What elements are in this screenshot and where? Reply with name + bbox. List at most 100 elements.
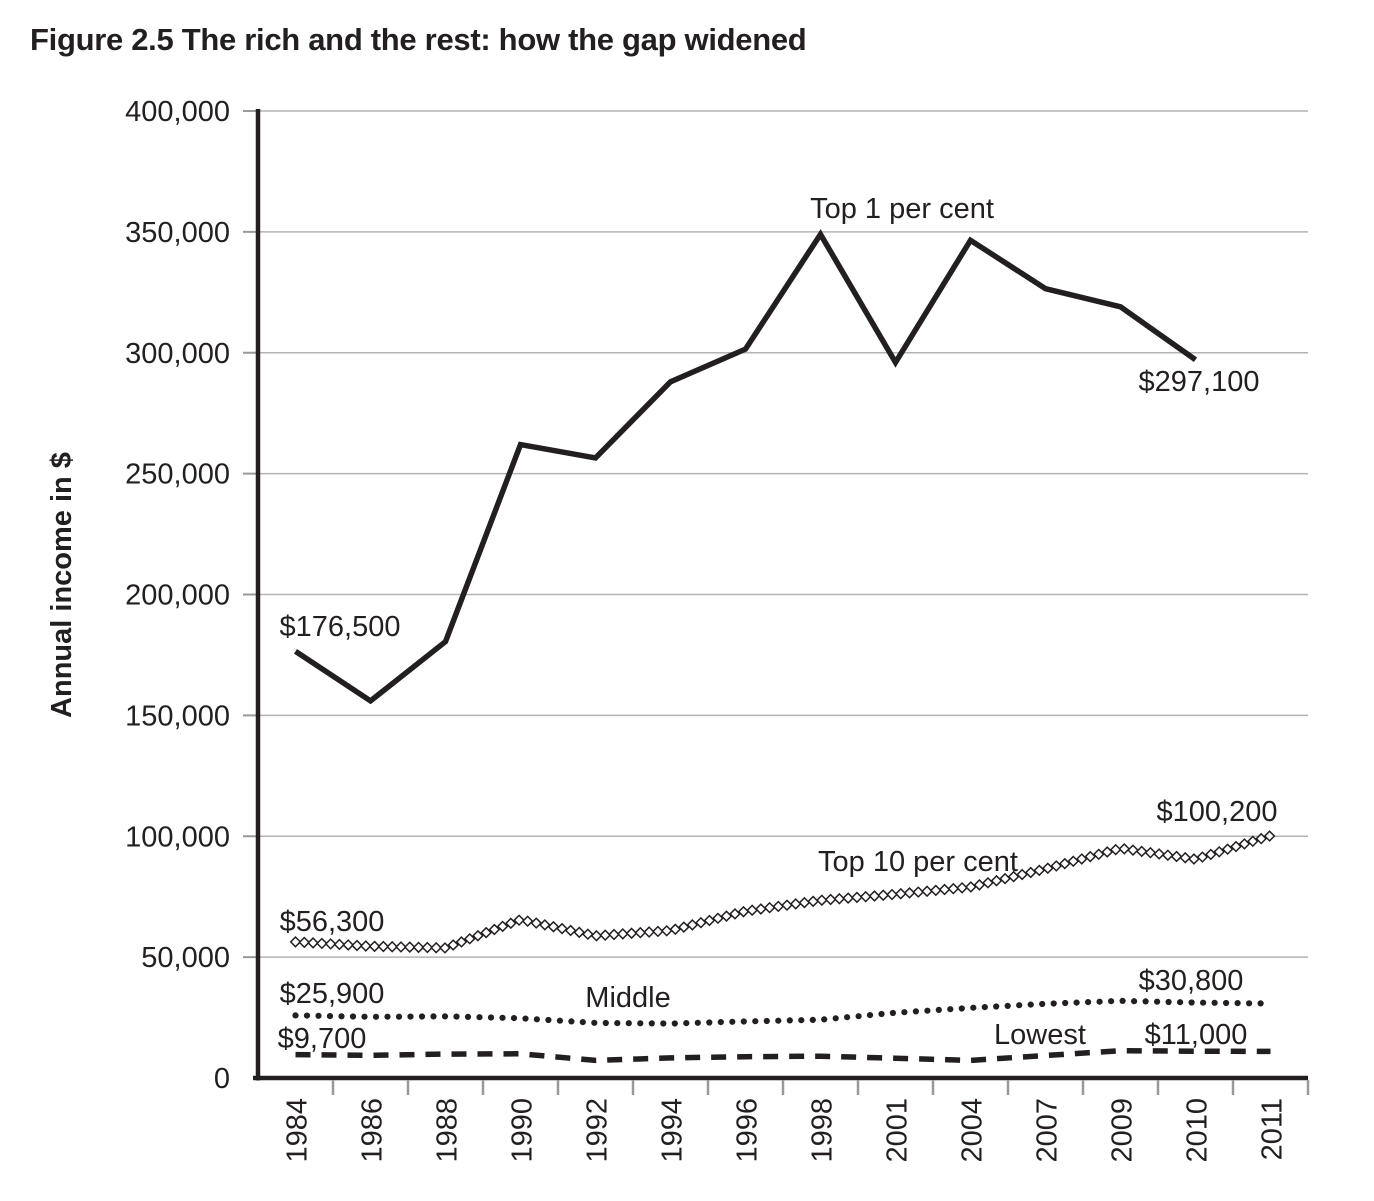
dot-marker xyxy=(338,1013,345,1020)
dot-marker xyxy=(924,1007,931,1014)
diamond-marker xyxy=(669,923,682,936)
diamond-marker xyxy=(377,940,390,953)
x-tick-label: 1992 xyxy=(582,1098,614,1163)
dot-marker xyxy=(683,1020,690,1027)
dot-marker xyxy=(706,1019,713,1026)
dot-marker xyxy=(889,1009,897,1017)
diamond-marker xyxy=(1050,860,1063,872)
diamond-marker xyxy=(798,896,811,909)
dot-marker xyxy=(545,1016,552,1024)
y-tick-label: 200,000 xyxy=(125,580,230,612)
dot-marker xyxy=(1246,1000,1253,1007)
diamond-marker xyxy=(289,936,302,948)
diamond-marker xyxy=(755,903,767,915)
diamond-marker xyxy=(859,890,872,903)
y-tick-label: 350,000 xyxy=(125,217,230,249)
diamond-marker xyxy=(472,929,484,942)
dot-marker xyxy=(1177,999,1184,1006)
value-middle-start: $25,900 xyxy=(280,978,385,1010)
diamond-marker xyxy=(1196,851,1209,863)
y-tick-label: 50,000 xyxy=(141,942,230,974)
line-solid xyxy=(293,229,1198,705)
diamond-marker xyxy=(763,901,776,914)
dot-marker xyxy=(1211,999,1218,1006)
x-tick-label: 2004 xyxy=(957,1098,989,1163)
diamond-marker xyxy=(1092,848,1105,861)
diamond-marker xyxy=(1033,864,1046,877)
dot-marker xyxy=(694,1019,701,1026)
y-axis-title-group: Annual income in $ xyxy=(46,452,78,718)
dot-marker xyxy=(1016,1002,1023,1009)
diamond-marker xyxy=(496,920,509,933)
dot-marker xyxy=(418,1013,426,1020)
x-tick-label: 2007 xyxy=(1032,1098,1064,1163)
diamond-marker xyxy=(538,919,551,931)
diamond-marker xyxy=(505,917,517,930)
diamond-marker xyxy=(1067,855,1080,868)
dot-marker xyxy=(1004,1002,1011,1010)
diamond-marker xyxy=(421,941,434,954)
diamond-marker xyxy=(1135,845,1148,858)
diamond-marker xyxy=(315,937,328,950)
dot-marker xyxy=(326,1013,334,1020)
dot-marker xyxy=(993,1003,1000,1010)
diamond-marker xyxy=(1075,853,1088,865)
diamond-marker xyxy=(1161,849,1174,862)
diamond-marker xyxy=(1188,853,1200,865)
diamond-marker xyxy=(307,937,319,949)
diamond-marker xyxy=(447,939,460,951)
dot-marker xyxy=(775,1017,782,1024)
diamond-marker xyxy=(564,924,577,937)
diamond-marker xyxy=(395,941,407,953)
dot-marker xyxy=(510,1015,518,1022)
value-top-10-end: $100,200 xyxy=(1157,796,1278,828)
dot-marker xyxy=(349,1013,357,1020)
x-axis-ticks xyxy=(331,1080,1310,1095)
dot-marker xyxy=(809,1016,816,1024)
diamond-marker xyxy=(403,941,416,953)
diamond-marker xyxy=(746,904,759,917)
diamond-marker xyxy=(677,921,690,933)
dot-marker xyxy=(912,1008,920,1015)
dot-marker xyxy=(315,1012,322,1019)
diamond-marker xyxy=(712,912,724,925)
diamond-marker xyxy=(1024,866,1037,879)
diamond-marker xyxy=(851,891,863,904)
dot-marker xyxy=(602,1019,609,1027)
series-label-top-1: Top 1 per cent xyxy=(810,193,994,225)
diamond-marker xyxy=(772,900,785,913)
diamond-marker xyxy=(737,905,750,918)
diamond-marker xyxy=(1016,868,1029,881)
diamond-marker xyxy=(573,926,586,939)
dot-marker xyxy=(1096,998,1103,1005)
y-tick-label: 400,000 xyxy=(125,96,230,128)
dot-marker xyxy=(798,1017,805,1024)
dot-marker xyxy=(1200,999,1207,1006)
diamond-marker xyxy=(807,895,819,908)
dot-marker xyxy=(786,1017,793,1024)
diamond-marker xyxy=(599,929,612,942)
axes xyxy=(253,109,1308,1081)
diamond-marker xyxy=(412,941,425,954)
diamond-marker xyxy=(1101,846,1114,858)
diamond-marker xyxy=(1238,838,1251,850)
dot-marker xyxy=(729,1018,736,1025)
dot-marker xyxy=(441,1013,449,1020)
diamond-marker xyxy=(439,942,451,954)
dot-marker xyxy=(1062,999,1069,1007)
x-tick-label: 1996 xyxy=(732,1098,764,1163)
dot-marker xyxy=(958,1005,965,1012)
dot-marker xyxy=(1073,999,1080,1006)
dot-marker xyxy=(1119,997,1126,1005)
dot-marker xyxy=(453,1013,460,1020)
diamond-marker xyxy=(1170,850,1183,863)
diamond-marker xyxy=(1255,832,1268,845)
value-top-1-start: $176,500 xyxy=(280,611,401,643)
series-label-lowest: Lowest xyxy=(994,1019,1086,1051)
dot-marker xyxy=(591,1019,598,1026)
dot-marker xyxy=(752,1018,759,1025)
y-tick-label: 0 xyxy=(214,1063,230,1095)
figure-title: Figure 2.5 The rich and the rest: how th… xyxy=(30,22,807,57)
value-lowest-start: $9,700 xyxy=(278,1023,367,1055)
